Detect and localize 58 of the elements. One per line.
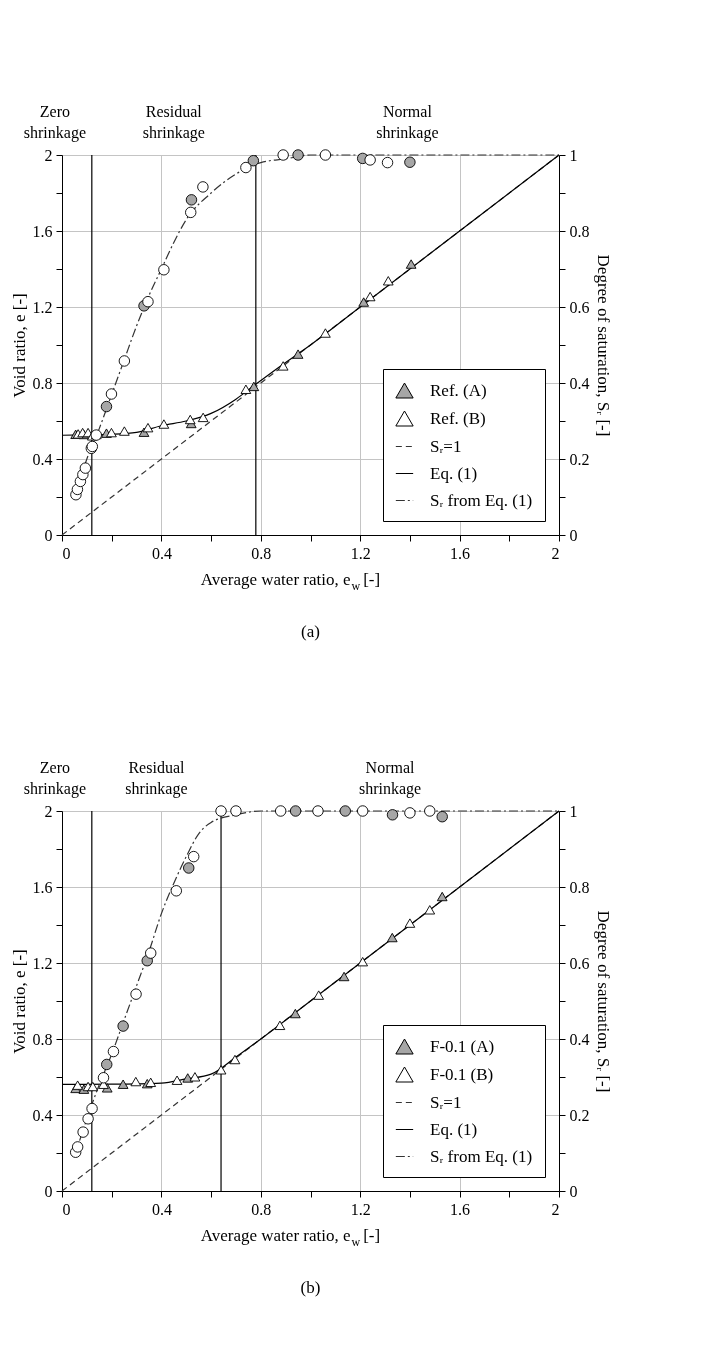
x-tick-label: 0	[62, 1200, 71, 1218]
y2-axis-title: Degree of saturation, Sᵣ [-]	[593, 254, 613, 437]
y2-tick-label: 0.2	[569, 450, 590, 468]
legend-label: Ref. (B)	[430, 408, 486, 428]
text: Zero shrinkage	[23, 103, 87, 142]
y-tick-label: 0.4	[32, 1106, 53, 1124]
y2-tick-label: 0.8	[569, 222, 590, 240]
y-tick-label: 0.4	[32, 450, 53, 468]
y-tick-label: 1.2	[32, 298, 53, 316]
y2-tick-label: 0.4	[569, 1030, 590, 1048]
x-tick-label: 1.2	[350, 544, 371, 562]
y2-tick-label: 0.6	[569, 954, 590, 972]
text: Normal shrinkage	[376, 103, 439, 142]
legend-label: Sᵣ from Eq. (1)	[430, 1146, 533, 1166]
y-tick-label: 2	[44, 146, 53, 164]
x-tick-label: 1.2	[350, 1200, 371, 1218]
legend-label: F-0.1 (A)	[430, 1036, 495, 1056]
y-tick-label: 2	[44, 802, 53, 820]
legend-label: Sᵣ=1	[430, 436, 462, 456]
y-axis-title: Void ratio, e [-]	[9, 293, 29, 398]
y2-tick-label: 1	[569, 146, 578, 164]
text: Zero shrinkage	[23, 759, 87, 798]
y-tick-label: 0.8	[32, 1030, 53, 1048]
legend-label: Ref. (A)	[430, 380, 487, 400]
y-tick-label: 0	[44, 526, 53, 544]
y2-tick-label: 0.4	[569, 374, 590, 392]
text: (a)	[301, 622, 320, 641]
x-tick-label: 0.4	[151, 544, 172, 562]
x-tick-label: 0.4	[151, 1200, 172, 1218]
text: (b)	[300, 1278, 321, 1297]
y2-tick-label: 0	[569, 1182, 578, 1200]
y-tick-label: 1.2	[32, 954, 53, 972]
y-tick-label: 0	[44, 1182, 53, 1200]
y-tick-label: 0.8	[32, 374, 53, 392]
y2-tick-label: 0.2	[569, 1106, 590, 1124]
text: Residual shrinkage	[125, 759, 188, 798]
legend-label: Eq. (1)	[430, 1119, 478, 1139]
y2-tick-label: 1	[569, 802, 578, 820]
x-tick-label: 0.8	[251, 1200, 272, 1218]
text: Residual shrinkage	[142, 103, 205, 142]
x-tick-label: 0.8	[251, 544, 272, 562]
y-tick-label: 1.6	[32, 222, 53, 240]
y2-tick-label: 0	[569, 526, 578, 544]
y-tick-label: 1.6	[32, 878, 53, 896]
y-axis-title: Void ratio, e [-]	[9, 949, 29, 1054]
legend-label: Sᵣ=1	[430, 1092, 462, 1112]
x-tick-label: 1.6	[450, 1200, 471, 1218]
x-tick-label: 1.6	[450, 544, 471, 562]
x-tick-label: 2	[551, 1200, 560, 1218]
y2-tick-label: 0.6	[569, 298, 590, 316]
text: Normal shrinkage	[358, 759, 422, 798]
legend-label: F-0.1 (B)	[430, 1064, 494, 1084]
y2-axis-title: Degree of saturation, Sᵣ [-]	[593, 910, 613, 1093]
y2-tick-label: 0.8	[569, 878, 590, 896]
x-tick-label: 2	[551, 544, 560, 562]
x-tick-label: 0	[62, 544, 71, 562]
legend-label: Sᵣ from Eq. (1)	[430, 490, 533, 510]
legend-label: Eq. (1)	[430, 463, 478, 483]
